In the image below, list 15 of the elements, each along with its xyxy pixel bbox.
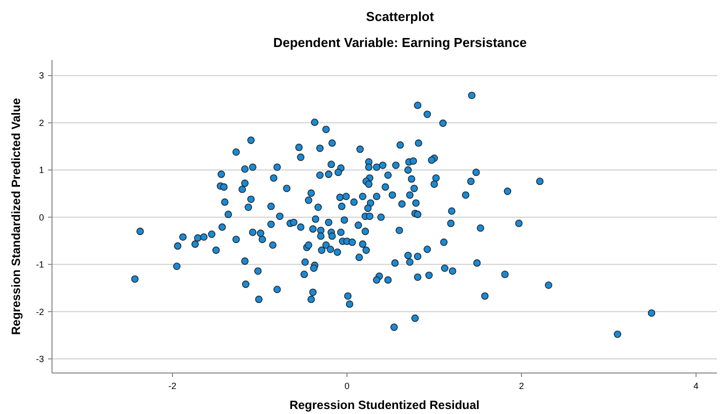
y-tick-label: 2: [38, 118, 44, 128]
x-tick-label: 2: [519, 381, 524, 391]
y-tick-label: 3: [38, 70, 44, 81]
x-tick-label: 4: [694, 381, 699, 391]
y-tick-label: 0: [38, 212, 44, 222]
x-tick-label: 0: [344, 381, 350, 391]
y-axis-title: Regression Standardized Predicted Value: [9, 98, 23, 335]
chart-subtitle: Dependent Variable: Earning Persistance: [273, 35, 527, 50]
x-axis-title: Regression Studentized Residual: [289, 398, 480, 412]
chart-title: Scatterplot: [366, 9, 435, 24]
x-tick-label: -2: [168, 381, 176, 391]
y-tick-label: -2: [36, 306, 44, 317]
y-tick-label: 1: [38, 165, 44, 176]
y-tick-label: -3: [36, 354, 44, 364]
y-tick-label: -1: [36, 260, 44, 270]
